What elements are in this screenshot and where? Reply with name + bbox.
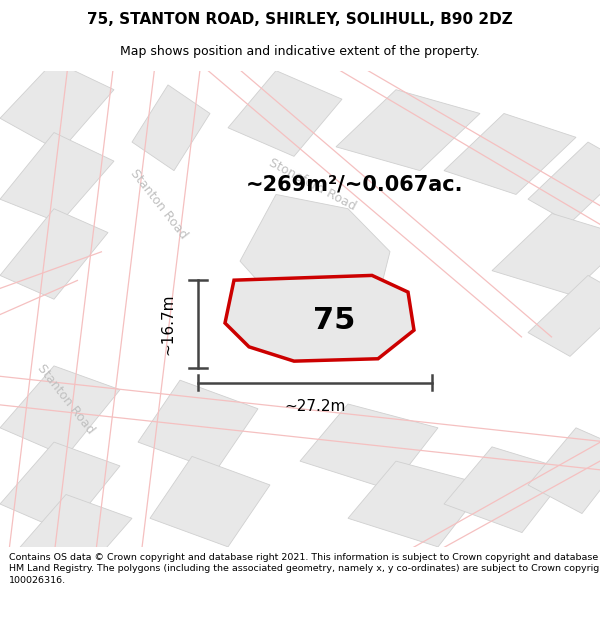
Text: ~27.2m: ~27.2m <box>284 399 346 414</box>
Polygon shape <box>528 428 600 514</box>
Polygon shape <box>12 494 132 580</box>
Text: Stoneford Road: Stoneford Road <box>266 156 358 213</box>
Polygon shape <box>444 447 570 532</box>
Polygon shape <box>240 194 390 328</box>
Polygon shape <box>171 34 546 355</box>
Polygon shape <box>225 276 414 361</box>
Polygon shape <box>336 89 480 171</box>
Text: 75: 75 <box>313 306 355 336</box>
Polygon shape <box>444 114 576 194</box>
Text: Stanton Road: Stanton Road <box>128 167 190 241</box>
Polygon shape <box>528 142 600 223</box>
Polygon shape <box>0 132 114 223</box>
Text: ~269m²/~0.067ac.: ~269m²/~0.067ac. <box>245 175 463 195</box>
Polygon shape <box>348 461 486 547</box>
Polygon shape <box>0 442 120 532</box>
Text: 75, STANTON ROAD, SHIRLEY, SOLIHULL, B90 2DZ: 75, STANTON ROAD, SHIRLEY, SOLIHULL, B90… <box>87 12 513 27</box>
Polygon shape <box>132 85 210 171</box>
Text: Map shows position and indicative extent of the property.: Map shows position and indicative extent… <box>120 45 480 58</box>
Text: ~16.7m: ~16.7m <box>161 294 176 355</box>
Polygon shape <box>0 209 108 299</box>
Polygon shape <box>228 71 342 156</box>
Polygon shape <box>7 45 116 572</box>
Polygon shape <box>150 456 270 547</box>
Polygon shape <box>0 61 114 152</box>
Polygon shape <box>94 45 203 572</box>
Text: Contains OS data © Crown copyright and database right 2021. This information is : Contains OS data © Crown copyright and d… <box>9 552 600 585</box>
Polygon shape <box>0 366 120 456</box>
Polygon shape <box>492 214 600 294</box>
Polygon shape <box>300 404 438 490</box>
Text: Stanton Road: Stanton Road <box>35 362 97 436</box>
Polygon shape <box>528 276 600 356</box>
Polygon shape <box>138 380 258 471</box>
